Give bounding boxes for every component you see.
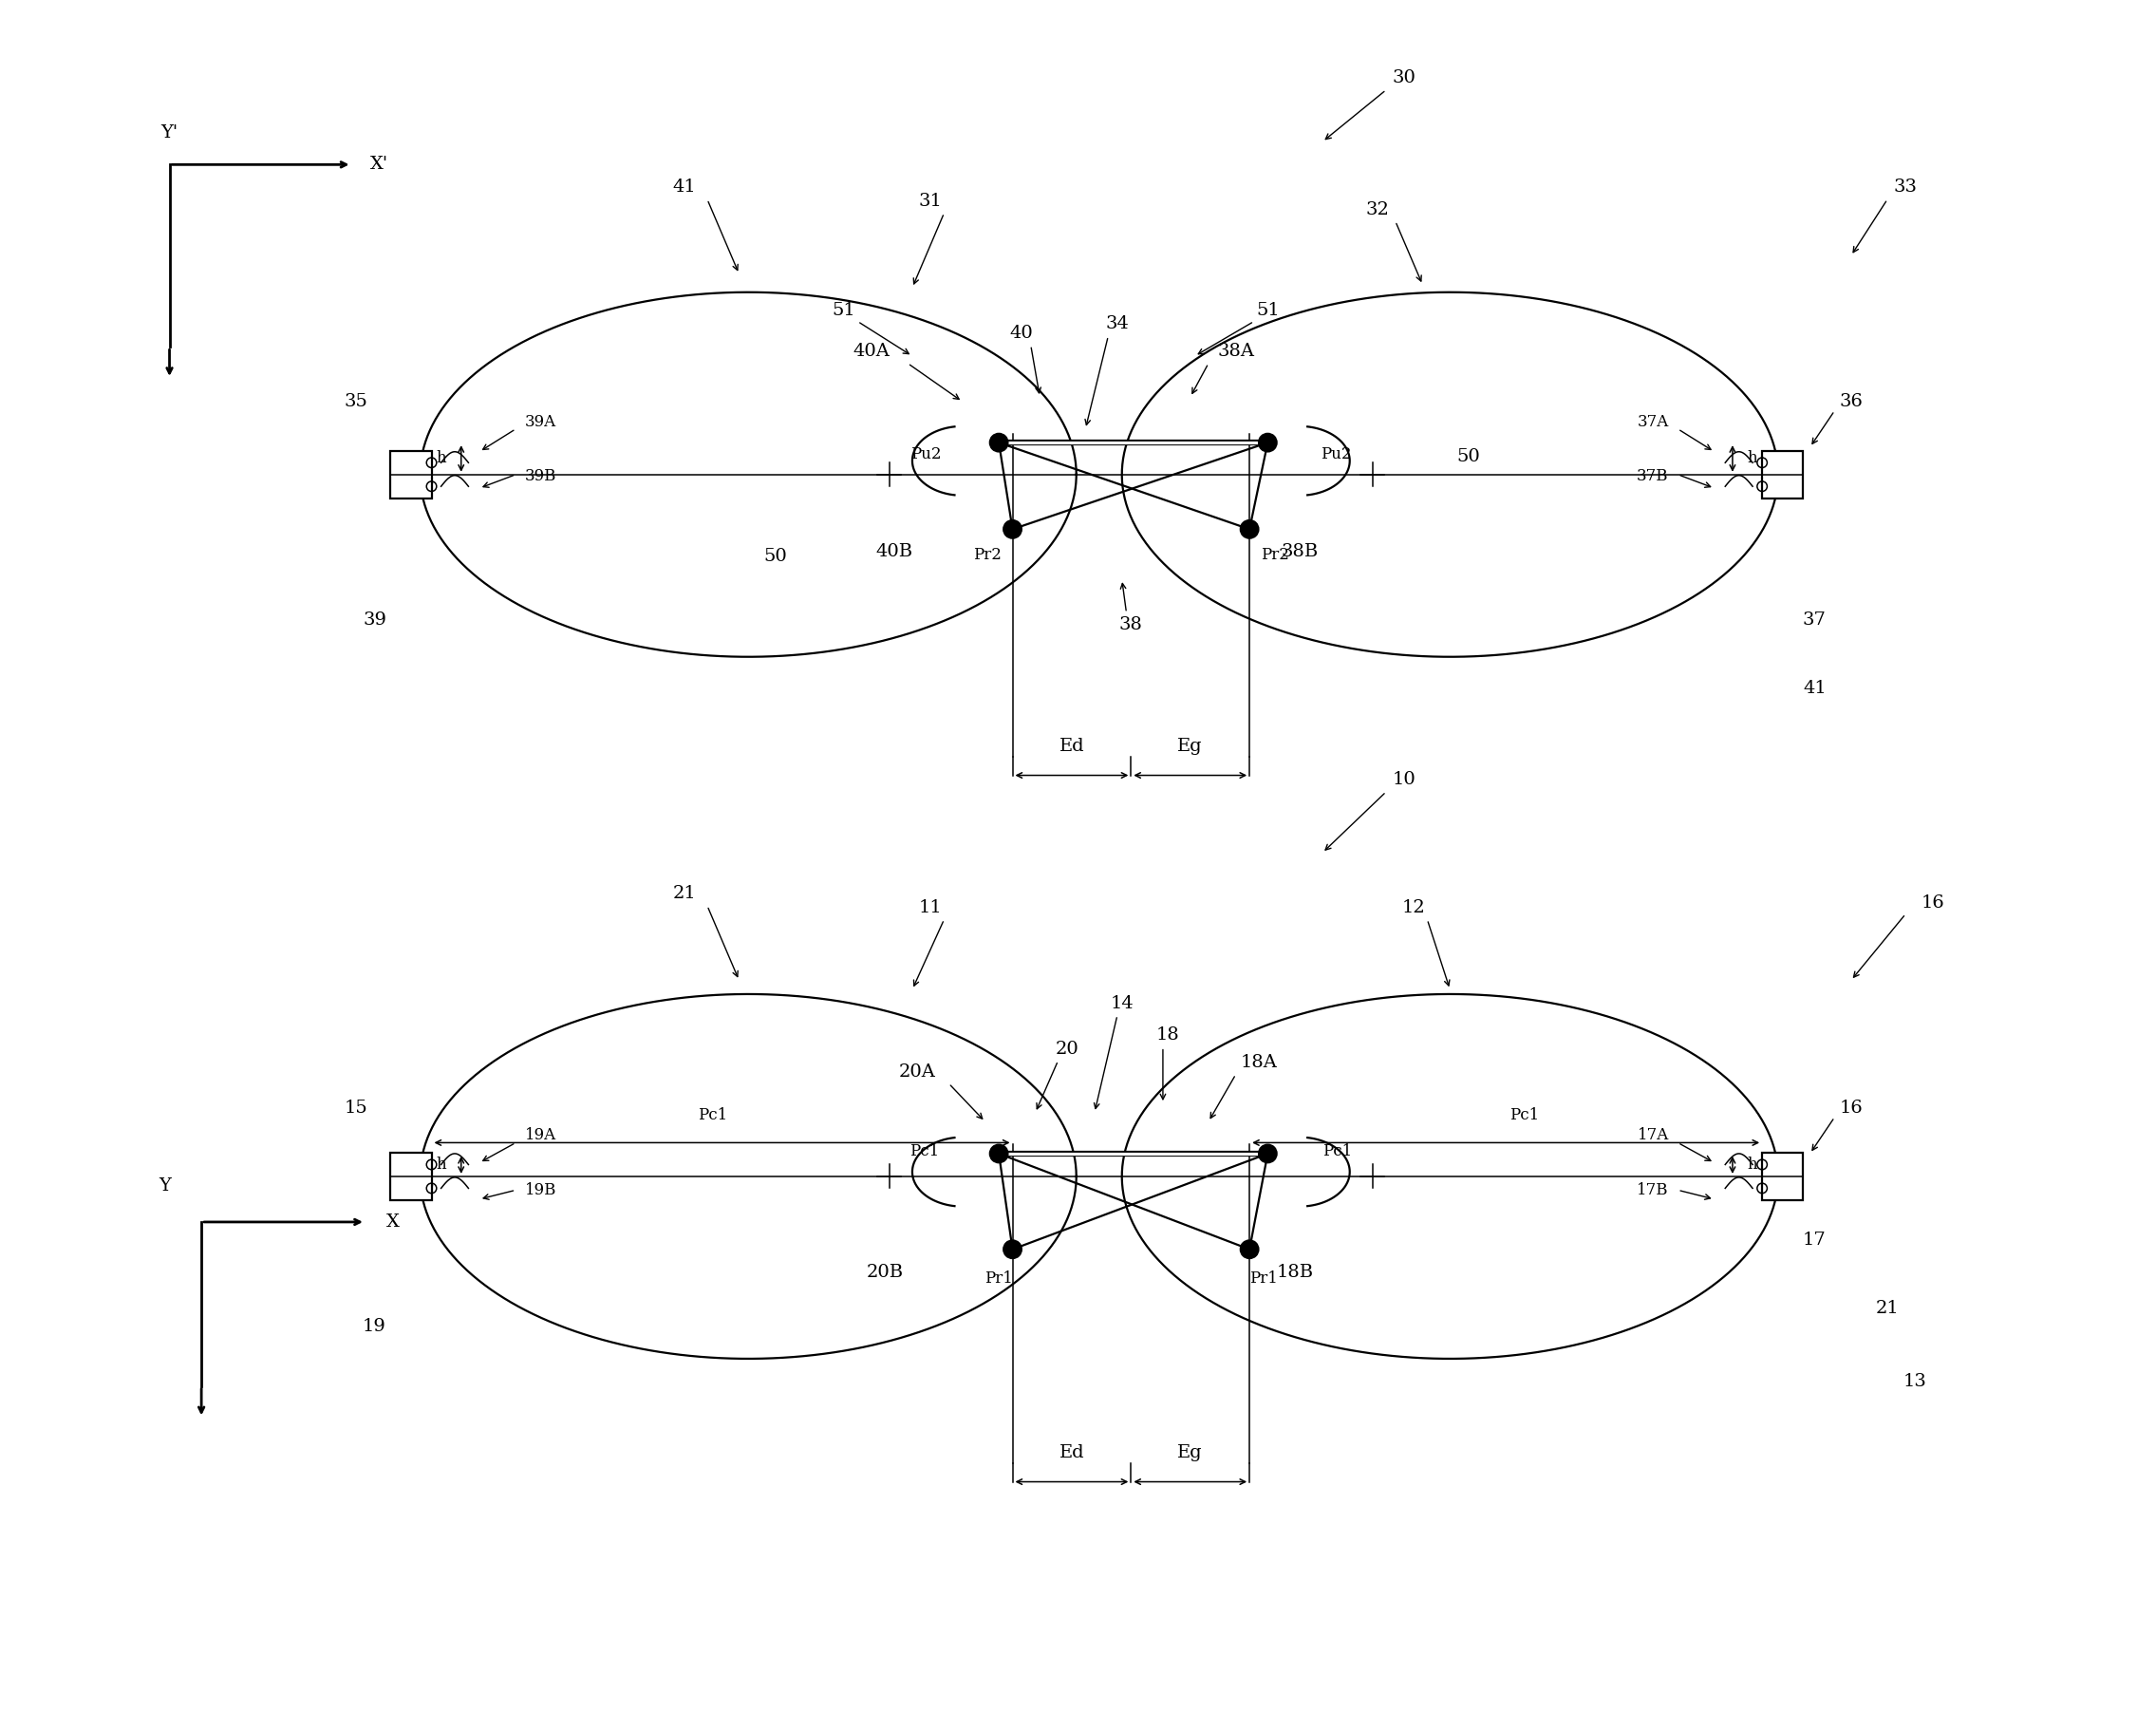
Text: h: h [436,450,446,467]
Text: 32: 32 [1365,202,1388,219]
Text: 17: 17 [1802,1231,1826,1248]
Circle shape [996,438,1003,447]
Text: 39A: 39A [524,414,556,430]
Text: Y': Y' [162,125,179,140]
Text: Pc1: Pc1 [1509,1108,1539,1123]
Circle shape [990,433,1009,452]
Text: 17A: 17A [1636,1126,1669,1144]
Circle shape [1246,526,1253,532]
Text: 20B: 20B [867,1263,903,1281]
Text: Pr1: Pr1 [1248,1270,1276,1287]
Text: 31: 31 [918,192,942,209]
Circle shape [1263,438,1272,447]
Text: Pr2: Pr2 [972,546,1000,563]
Text: Eg: Eg [1177,1443,1203,1460]
Text: 18: 18 [1156,1027,1179,1044]
Text: 40B: 40B [875,543,912,560]
Text: 41: 41 [1802,680,1826,697]
Text: h: h [436,1157,446,1173]
Text: 38B: 38B [1281,543,1317,560]
Text: 16: 16 [1839,1099,1863,1116]
Text: X': X' [371,156,388,173]
Text: Eg: Eg [1177,738,1203,755]
Text: 16: 16 [1921,894,1945,911]
Text: Pc1: Pc1 [910,1144,940,1159]
Text: 18B: 18B [1276,1263,1313,1281]
Text: 41: 41 [673,178,696,195]
Text: 33: 33 [1893,178,1917,195]
Circle shape [996,1150,1003,1157]
Text: 35: 35 [345,394,369,411]
Text: 38A: 38A [1218,342,1255,360]
Text: 37B: 37B [1636,469,1669,484]
Text: 20A: 20A [899,1063,936,1080]
Circle shape [1003,1239,1022,1258]
Text: 12: 12 [1401,899,1425,916]
Text: 14: 14 [1110,995,1134,1012]
Circle shape [1259,1145,1276,1162]
Text: 30: 30 [1393,70,1416,87]
Circle shape [1259,433,1276,452]
Text: 19A: 19A [524,1126,556,1144]
Text: Pu2: Pu2 [1322,447,1352,462]
Text: Y: Y [160,1176,170,1193]
Text: Pc1: Pc1 [1322,1144,1352,1159]
Text: 21: 21 [673,885,696,902]
Text: 20: 20 [1056,1041,1078,1058]
Text: X: X [386,1214,399,1231]
Text: 17B: 17B [1636,1181,1669,1198]
Text: 18A: 18A [1240,1055,1276,1072]
Text: 37: 37 [1802,611,1826,628]
Circle shape [1246,1246,1253,1253]
Circle shape [1240,1239,1259,1258]
Text: 13: 13 [1904,1373,1927,1390]
Circle shape [1009,1246,1015,1253]
Circle shape [1240,520,1259,538]
Text: 39B: 39B [524,469,556,484]
Text: h: h [1749,450,1757,467]
Text: 19: 19 [362,1318,386,1335]
Bar [1761,1152,1802,1200]
Circle shape [1009,526,1015,532]
Text: h: h [1749,1157,1757,1173]
Text: 21: 21 [1876,1299,1899,1317]
Text: 10: 10 [1393,772,1416,789]
Text: 38: 38 [1119,616,1143,633]
Text: 39: 39 [362,611,386,628]
Text: 37A: 37A [1636,414,1669,430]
Text: Ed: Ed [1059,738,1084,755]
Circle shape [990,1145,1009,1162]
Circle shape [1263,1150,1272,1157]
Circle shape [1003,520,1022,538]
Text: Ed: Ed [1059,1443,1084,1460]
Text: Pr2: Pr2 [1261,546,1289,563]
Text: 40: 40 [1009,325,1033,342]
Text: 50: 50 [1457,449,1479,466]
Text: Pc1: Pc1 [699,1108,729,1123]
Text: 34: 34 [1106,315,1130,332]
Text: 51: 51 [1257,301,1279,318]
Bar [390,1152,431,1200]
Text: 11: 11 [918,899,942,916]
Text: 40A: 40A [854,342,890,360]
Text: Pu2: Pu2 [910,447,942,462]
Bar [390,450,431,498]
Text: 15: 15 [345,1099,369,1116]
Text: 19B: 19B [524,1181,556,1198]
Text: 36: 36 [1839,394,1863,411]
Text: 50: 50 [763,548,787,565]
Text: Pr1: Pr1 [985,1270,1013,1287]
Text: 51: 51 [832,301,856,318]
Bar [1761,450,1802,498]
